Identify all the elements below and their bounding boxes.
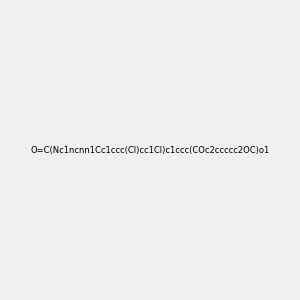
Text: O=C(Nc1ncnn1Cc1ccc(Cl)cc1Cl)c1ccc(COc2ccccc2OC)o1: O=C(Nc1ncnn1Cc1ccc(Cl)cc1Cl)c1ccc(COc2cc…	[30, 146, 270, 154]
